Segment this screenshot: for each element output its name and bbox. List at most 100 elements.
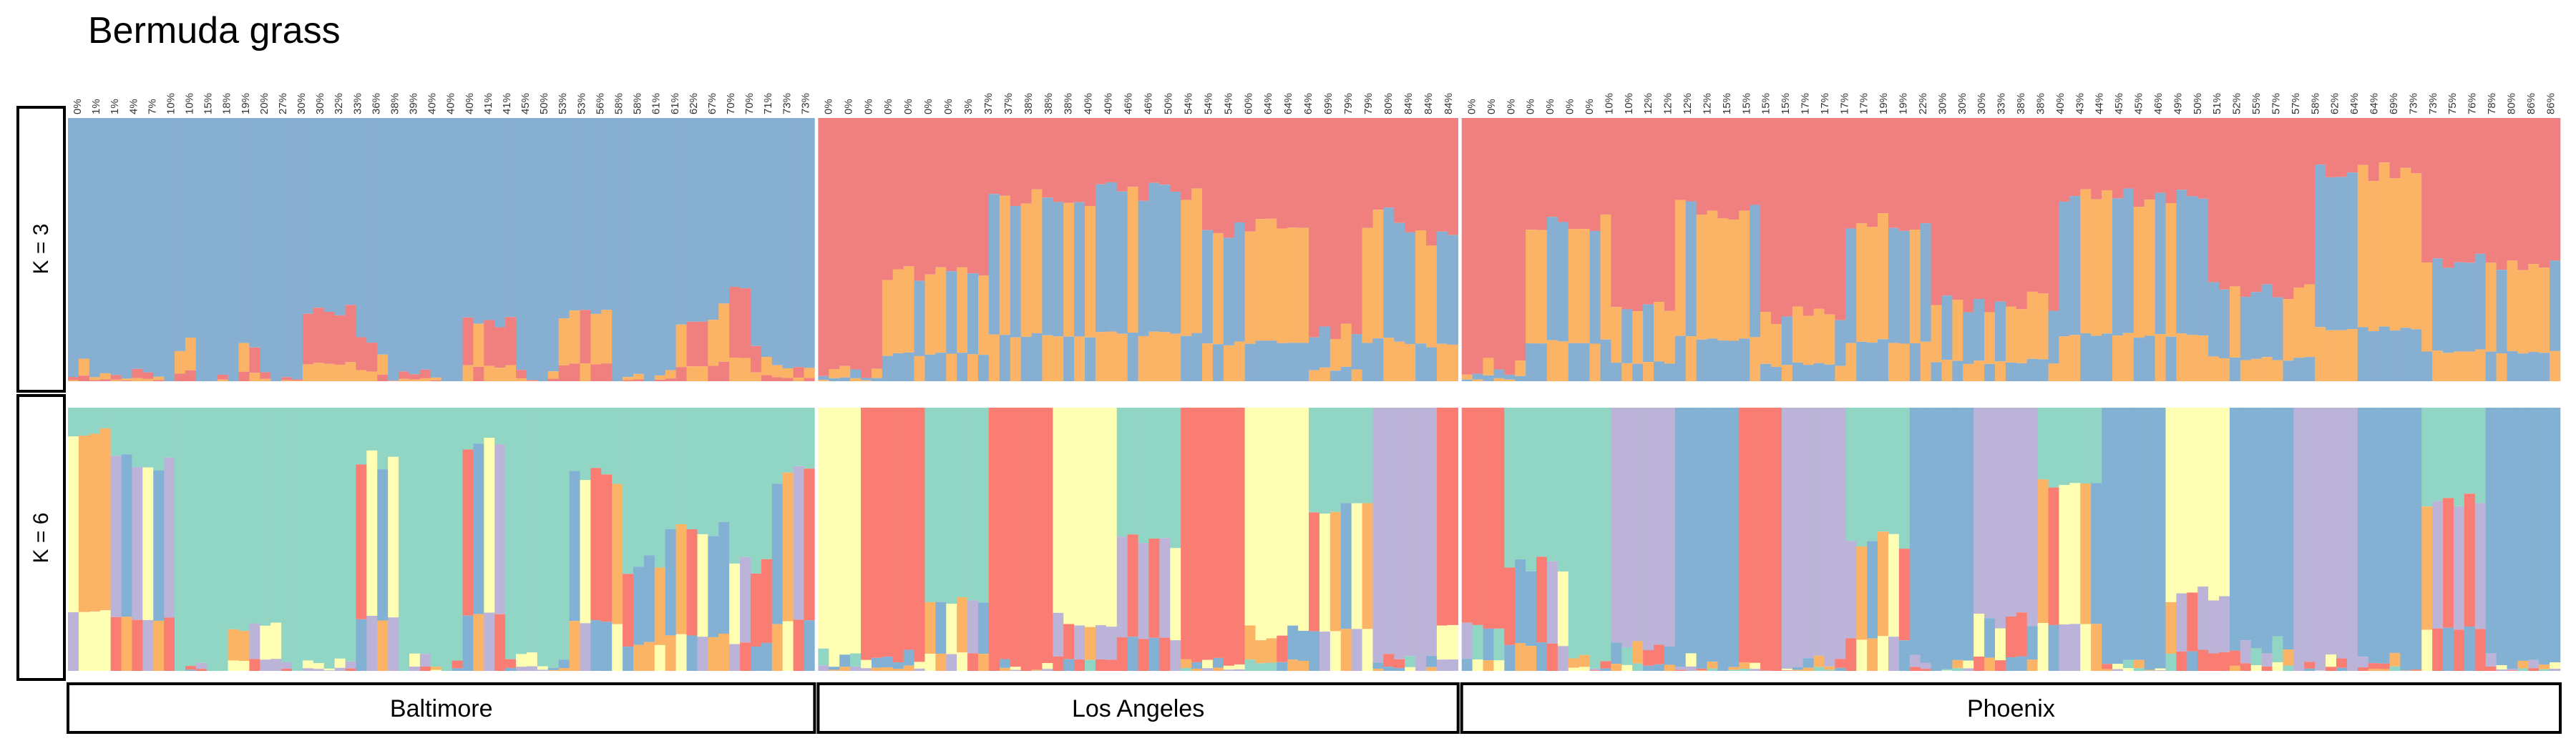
bar-segment-k3-70-1	[818, 376, 829, 381]
tick-label-2-30: 40%	[2054, 93, 2067, 114]
bar-segment-k6-112-2	[1266, 662, 1277, 671]
bar-segment-k3-143-1	[1600, 214, 1611, 340]
bar-segment-k3-122-2	[1372, 338, 1384, 381]
bar-segment-k6-184-2	[2037, 623, 2049, 671]
bar-segment-k3-232-0	[2550, 118, 2561, 261]
bar-segment-k6-149-1	[1664, 646, 1676, 665]
bar-segment-k6-179-1	[1984, 618, 1996, 658]
bar-segment-k3-48-2	[580, 363, 591, 381]
bar-segment-k3-60-2	[708, 365, 719, 381]
bar-segment-k6-40-0	[494, 408, 506, 445]
bar-segment-k6-151-0	[1685, 408, 1697, 654]
bar-segment-k3-103-2	[1170, 333, 1181, 381]
bar-segment-k3-112-0	[1266, 118, 1277, 219]
bar-segment-k3-64-0	[750, 118, 762, 346]
bar-segment-k3-231-0	[2539, 118, 2550, 268]
tick-label-0-17: 38%	[389, 93, 401, 114]
bar-segment-k3-121-2	[1362, 343, 1373, 381]
bar-segment-k6-73-0	[850, 408, 862, 654]
bar-segment-k3-27-2	[356, 370, 367, 381]
bar-segment-k3-187-1	[2069, 196, 2081, 335]
bar-segment-k3-149-2	[1664, 363, 1676, 381]
bar-segment-k6-212-2	[2336, 667, 2348, 671]
bar-segment-k3-137-2	[1536, 343, 1548, 381]
bar-segment-k3-120-2	[1351, 369, 1362, 381]
bar-segment-k6-33-2	[419, 667, 431, 671]
tick-label-0-34: 67%	[706, 93, 718, 114]
bar-segment-k6-114-1	[1287, 625, 1299, 660]
bar-segment-k6-136-2	[1526, 646, 1537, 671]
tick-label-0-19: 40%	[426, 93, 439, 114]
bar-segment-k3-46-2	[558, 365, 570, 381]
bar-segment-k6-114-0	[1287, 408, 1299, 626]
bar-segment-k3-229-0	[2517, 118, 2529, 270]
bar-segment-k3-93-0	[1063, 118, 1075, 203]
bar-segment-k6-83-0	[957, 408, 968, 598]
bar-segment-k6-101-0	[1148, 408, 1160, 539]
bar-segment-k3-123-0	[1383, 118, 1395, 208]
bar-segment-k3-213-0	[2346, 118, 2358, 173]
tick-label-2-35: 46%	[2152, 93, 2165, 114]
bar-segment-k3-29-2	[377, 374, 389, 381]
bar-segment-k6-228-2	[2507, 670, 2518, 671]
bar-segment-k6-111-2	[1255, 663, 1267, 671]
bar-segment-k6-71-1	[829, 667, 840, 670]
bar-segment-k6-117-2	[1319, 632, 1331, 671]
bar-segment-k3-102-0	[1159, 118, 1171, 185]
bar-segment-k6-161-2	[1792, 669, 1804, 671]
bar-segment-k6-40-1	[494, 444, 506, 614]
tick-label-2-15: 15%	[1760, 93, 1772, 114]
bar-segment-k3-10-0	[175, 118, 186, 351]
bar-segment-k6-211-0	[2326, 408, 2337, 655]
bar-segment-k3-21-0	[292, 118, 303, 380]
bar-segment-k6-204-2	[2250, 665, 2262, 671]
bar-segment-k6-101-1	[1148, 539, 1160, 638]
bar-segment-k3-84-1	[967, 273, 979, 355]
bar-segment-k6-115-2	[1298, 660, 1309, 671]
bar-segment-k3-117-2	[1319, 367, 1331, 381]
tick-label-2-11: 12%	[1682, 93, 1694, 114]
facet-strip-k3	[16, 106, 66, 393]
bar-segment-k6-193-0	[2133, 408, 2145, 660]
bar-segment-k6-33-0	[419, 408, 431, 654]
bar-segment-k3-229-2	[2517, 353, 2529, 381]
bar-segment-k6-65-2	[761, 642, 773, 671]
bar-segment-k6-65-0	[761, 408, 773, 559]
bar-segment-k6-80-1	[924, 602, 936, 654]
bar-segment-k6-10-0	[175, 408, 186, 671]
tick-label-2-48: 73%	[2407, 93, 2419, 114]
bar-segment-k6-4-0	[110, 408, 122, 456]
bar-segment-k6-159-0	[1770, 408, 1782, 671]
bar-segment-k3-88-1	[1010, 206, 1021, 338]
bar-segment-k6-109-1	[1234, 664, 1245, 669]
bar-segment-k3-157-2	[1750, 337, 1761, 381]
bar-segment-k3-184-1	[2037, 293, 2049, 360]
bar-segment-k6-28-1	[366, 450, 378, 616]
bar-segment-k3-166-1	[1845, 228, 1857, 343]
bar-segment-k3-157-0	[1750, 118, 1761, 205]
bar-segment-k6-170-1	[1888, 534, 1900, 637]
bar-segment-k3-8-0	[153, 118, 165, 377]
tick-label-0-3: 4%	[127, 99, 140, 114]
tick-label-1-8: 37%	[982, 93, 995, 114]
bar-segment-k6-20-1	[281, 662, 293, 669]
bar-segment-k6-153-0	[1707, 408, 1718, 662]
tick-label-2-18: 17%	[1819, 93, 1831, 114]
bar-segment-k3-129-1	[1447, 235, 1459, 345]
bar-segment-k6-26-2	[345, 668, 356, 671]
bar-segment-k6-172-2	[1909, 667, 1921, 671]
bar-segment-k3-68-1	[793, 367, 804, 378]
bar-segment-k3-29-0	[377, 118, 389, 355]
bar-segment-k3-101-2	[1148, 331, 1160, 381]
bar-segment-k3-31-0	[399, 118, 410, 372]
tick-label-0-26: 53%	[557, 93, 569, 114]
bar-segment-k3-217-0	[2389, 118, 2401, 179]
bar-segment-k3-43-0	[526, 118, 538, 381]
bar-segment-k3-152-2	[1696, 339, 1707, 381]
bar-segment-k3-16-2	[238, 371, 250, 381]
bar-segment-k3-131-1	[1472, 373, 1483, 380]
bar-segment-k6-135-0	[1515, 408, 1526, 560]
bar-segment-k3-37-1	[462, 317, 474, 365]
bar-segment-k3-13-0	[206, 118, 218, 381]
bar-segment-k6-228-0	[2507, 408, 2518, 669]
